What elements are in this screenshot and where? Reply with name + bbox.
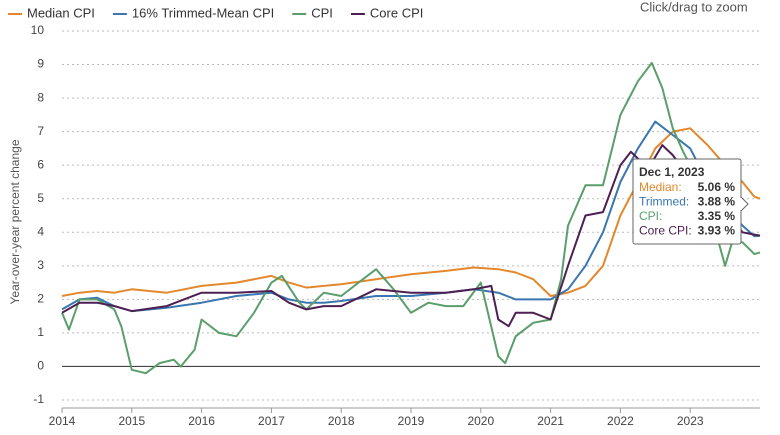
- tooltip-row-value: 3.88 %: [698, 195, 736, 209]
- x-tick-label: 2019: [398, 414, 425, 428]
- x-tick-label: 2023: [677, 414, 704, 428]
- legend-item[interactable]: Median CPI: [8, 5, 95, 20]
- series-line-cpi[interactable]: [61, 61, 761, 375]
- legend-item[interactable]: 16% Trimmed-Mean CPI: [112, 5, 274, 20]
- x-tick-label: 2020: [467, 414, 494, 428]
- tooltip-pointer: [740, 195, 749, 213]
- legend-label: Median CPI: [27, 5, 95, 20]
- x-tick-label: 2017: [258, 414, 285, 428]
- zoom-hint: Click/drag to zoom: [640, 0, 748, 15]
- y-tick-label: -1: [33, 392, 44, 406]
- tooltip-row-value: 3.93 %: [698, 224, 736, 238]
- x-tick-label: 2021: [537, 414, 564, 428]
- y-tick-label: 8: [37, 90, 44, 104]
- legend[interactable]: Median CPI 16% Trimmed-Mean CPI CPI Core CP…: [8, 5, 423, 20]
- legend-label: Core CPI: [370, 5, 423, 20]
- x-tick-label: 2015: [118, 414, 145, 428]
- y-tick-label: 7: [37, 124, 44, 138]
- legend-label: CPI: [311, 5, 333, 20]
- series: [61, 61, 761, 375]
- x-tick-label: 2014: [49, 414, 76, 428]
- tooltip-row-label: Median:: [639, 180, 682, 194]
- y-tick-label: 6: [37, 157, 44, 171]
- tooltip-row-label: Core CPI:: [639, 224, 692, 238]
- y-tick-label: 2: [37, 292, 44, 306]
- y-tick-label: 9: [37, 57, 44, 71]
- tooltip-row-label: CPI:: [639, 209, 662, 223]
- series-line-median-cpi[interactable]: [61, 127, 761, 297]
- y-tick-label: 4: [37, 224, 44, 238]
- y-tick-label: 5: [37, 191, 44, 205]
- y-tick-label: 0: [37, 359, 44, 373]
- tooltip-row-value: 5.06 %: [698, 180, 736, 194]
- x-tick-label: 2016: [188, 414, 215, 428]
- x-tick-label: 2022: [607, 414, 634, 428]
- legend-item[interactable]: Core CPI: [350, 5, 423, 20]
- axes: -1 0 1 2 3 4 5 6 7 8 9 10 2014 2015 2016 2017 2018 2019 20…: [31, 23, 760, 428]
- x-tick-label: 2018: [328, 414, 355, 428]
- legend-item[interactable]: CPI: [292, 5, 333, 20]
- tooltip-row-label: Trimmed:: [639, 195, 689, 209]
- series-line-16-trimmed-mean-cpi[interactable]: [61, 120, 761, 313]
- series-line-core-cpi[interactable]: [61, 144, 761, 328]
- tooltip-title: Dec 1, 2023: [639, 165, 705, 179]
- tooltip-row-value: 3.35 %: [698, 209, 736, 223]
- legend-label: 16% Trimmed-Mean CPI: [132, 5, 274, 20]
- y-tick-label: 10: [31, 23, 45, 37]
- y-tick-label: 3: [37, 258, 44, 272]
- y-tick-label: 1: [37, 325, 44, 339]
- y-axis-label: Year-over-year percent change: [8, 139, 22, 304]
